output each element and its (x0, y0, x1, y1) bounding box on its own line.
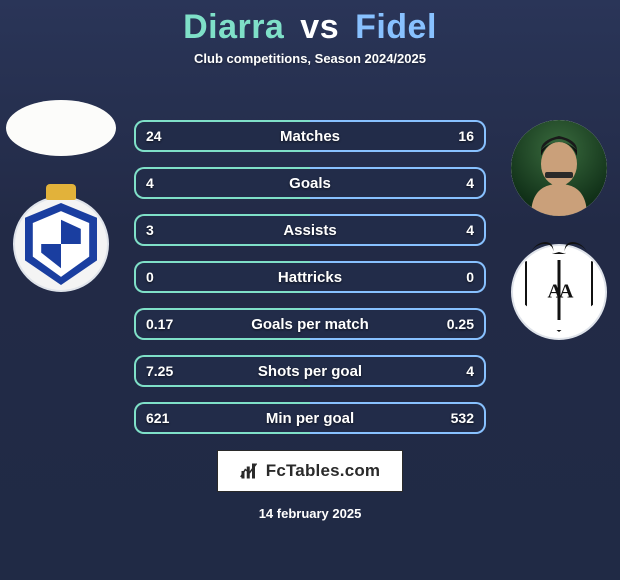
stat-value-left: 4 (146, 175, 154, 191)
player-avatar-left (6, 100, 116, 156)
stat-label: Goals per match (251, 316, 369, 333)
title-player1: Diarra (183, 8, 284, 46)
stat-label: Goals (289, 175, 331, 192)
stat-row: 24 Matches 16 (134, 120, 486, 152)
watermark-text: FcTables.com (266, 461, 381, 481)
stat-value-left: 7.25 (146, 363, 173, 379)
stat-row: 3 Assists 4 (134, 214, 486, 246)
stat-value-right: 532 (451, 410, 474, 426)
stat-row: 4 Goals 4 (134, 167, 486, 199)
stat-value-left: 24 (146, 128, 162, 144)
title-vs: vs (300, 8, 339, 46)
stat-label: Assists (283, 222, 336, 239)
club-monogram: AA (548, 281, 571, 304)
left-player-column (6, 100, 116, 292)
stat-row: 0 Hattricks 0 (134, 261, 486, 293)
subtitle: Club competitions, Season 2024/2025 (0, 51, 620, 66)
stat-label: Shots per goal (258, 363, 362, 380)
title-player2: Fidel (355, 8, 437, 46)
stat-value-left: 0 (146, 269, 154, 285)
tenerife-badge (13, 196, 109, 292)
stat-value-left: 3 (146, 222, 154, 238)
player-avatar-right (511, 120, 607, 216)
crown-icon (46, 184, 76, 200)
footer: FcTables.com 14 february 2025 (0, 450, 620, 521)
stat-value-right: 4 (466, 363, 474, 379)
shield-icon: AA (525, 252, 593, 332)
stat-label: Min per goal (266, 410, 354, 427)
stat-value-right: 0 (466, 269, 474, 285)
fctables-watermark: FcTables.com (217, 450, 404, 492)
stat-value-left: 0.17 (146, 316, 173, 332)
stat-value-right: 0.25 (447, 316, 474, 332)
chart-icon (240, 462, 258, 480)
stat-value-right: 4 (466, 222, 474, 238)
albacete-badge: AA (511, 244, 607, 340)
stat-row: 7.25 Shots per goal 4 (134, 355, 486, 387)
stat-row: 0.17 Goals per match 0.25 (134, 308, 486, 340)
comparison-title: Diarra vs Fidel (0, 0, 620, 47)
stat-label: Hattricks (278, 269, 342, 286)
stat-value-right: 16 (458, 128, 474, 144)
stat-label: Matches (280, 128, 340, 145)
right-player-column: AA (504, 120, 614, 340)
stat-value-right: 4 (466, 175, 474, 191)
shield-icon (25, 203, 97, 285)
stats-table: 24 Matches 16 4 Goals 4 3 Assists 4 0 Hattricks 0 0.… (134, 120, 486, 434)
stat-value-left: 621 (146, 410, 169, 426)
stat-row: 621 Min per goal 532 (134, 402, 486, 434)
comparison-date: 14 february 2025 (259, 506, 362, 521)
